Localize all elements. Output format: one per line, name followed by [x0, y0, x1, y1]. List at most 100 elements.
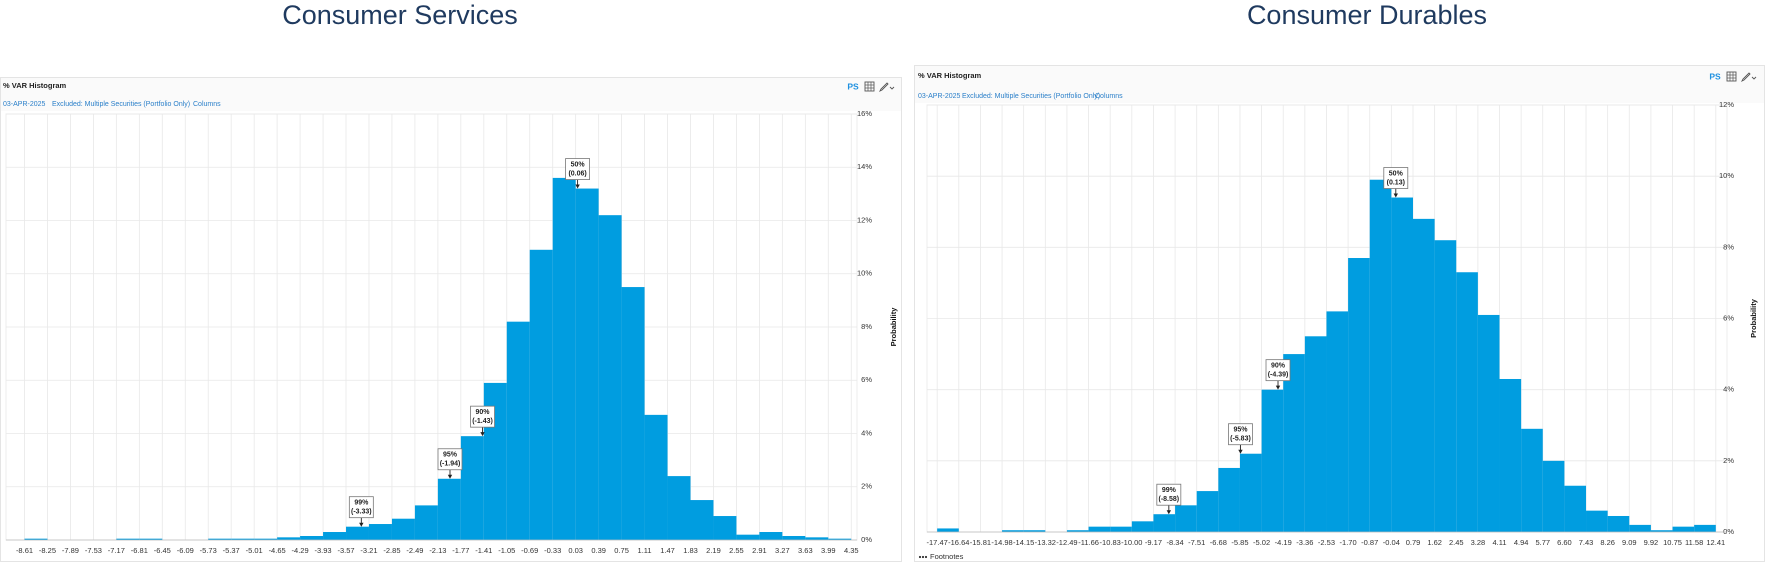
x-tick-label: -3.93 [314, 546, 331, 555]
bar [644, 414, 668, 540]
bar [828, 538, 852, 540]
annotation-label: 95% [1233, 427, 1248, 434]
x-tick-label: -0.69 [521, 546, 538, 555]
bar [1218, 467, 1240, 532]
x-tick-label: -1.05 [498, 546, 515, 555]
y-tick-label: 10% [1719, 171, 1734, 180]
x-tick-label: -1.77 [452, 546, 469, 555]
x-tick-label: -3.21 [360, 546, 377, 555]
x-tick-label: -4.19 [1275, 538, 1292, 547]
annotation-label: 90% [476, 409, 491, 416]
x-tick-label: -7.89 [62, 546, 79, 555]
x-tick-label: -10.83 [1100, 538, 1121, 547]
bar [1131, 521, 1154, 532]
x-tick-label: 3.28 [1471, 538, 1486, 547]
footnotes-toggle[interactable]: Footnotes [918, 552, 964, 561]
percentile-annotation: 95% (-5.83) [1228, 423, 1253, 454]
x-tick-label: -9.17 [1145, 538, 1162, 547]
icon-frame [864, 81, 875, 92]
bar [1477, 314, 1500, 532]
bar [575, 188, 599, 541]
bar [1261, 389, 1284, 532]
annotation-arrowhead [447, 474, 453, 479]
annotation-box [437, 448, 463, 471]
x-tick-label: -15.81 [970, 538, 991, 547]
annotation-arrowhead [1393, 193, 1398, 198]
filter-link[interactable]: Excluded: Multiple Securities (Portfolio… [52, 101, 190, 108]
table-icon[interactable] [1726, 71, 1737, 82]
y-tick-label: 6% [861, 375, 872, 384]
bar [1542, 460, 1565, 532]
edit-icon[interactable] [878, 82, 895, 93]
annotation-box [470, 405, 495, 428]
date-link[interactable]: 03-APR-2025 [918, 93, 961, 100]
y-tick-label: 0% [1723, 527, 1734, 536]
annotation-box [565, 158, 590, 180]
y-tick-label: 8% [1723, 242, 1734, 251]
panel-title: % VAR Histogram [918, 71, 982, 80]
bar [1521, 428, 1543, 532]
x-tick-label: 9.92 [1644, 538, 1659, 547]
bar [506, 321, 530, 540]
bar [231, 538, 255, 540]
pencil [1740, 72, 1751, 83]
x-tick-label: 3.63 [798, 546, 813, 555]
dot [921, 555, 925, 559]
x-tick-label: 11.58 [1685, 538, 1703, 547]
annotation-value: (-8.58) [1159, 496, 1180, 503]
bar [277, 537, 301, 540]
annotation-arrowhead [1166, 510, 1172, 515]
bar [1391, 197, 1413, 532]
bar [300, 536, 324, 540]
percentile-annotation: 90% (-1.43) [470, 405, 495, 437]
x-tick-label: -0.33 [544, 546, 561, 555]
bar [208, 538, 232, 540]
bar [1607, 515, 1630, 532]
y-tick-label: 14% [857, 162, 872, 171]
x-tick-label: 3.27 [775, 546, 790, 555]
x-tick-label: 1.47 [660, 546, 675, 555]
bar [323, 532, 347, 540]
percentile-annotation: 50% (0.13) [1383, 167, 1409, 198]
bar [1348, 258, 1370, 532]
annotation-value: (-1.43) [472, 418, 493, 425]
date-link[interactable]: 03-APR-2025 [3, 101, 46, 108]
bar [621, 287, 645, 540]
annotation-label: 95% [443, 452, 458, 459]
y-tick-label: 8% [861, 322, 872, 331]
x-tick-label: -7.17 [108, 546, 125, 555]
x-tick-label: -6.45 [154, 546, 171, 555]
x-tick-label: 0.75 [614, 546, 629, 555]
annotation-value: (-4.39) [1268, 372, 1289, 379]
bar [1672, 526, 1695, 532]
x-tick-label: 4.11 [1492, 538, 1506, 547]
dot [924, 555, 928, 559]
badge[interactable]: PS [847, 81, 859, 91]
x-tick-label: 2.55 [729, 546, 744, 555]
x-tick-label: 2.45 [1449, 538, 1464, 547]
annotation-box [1156, 483, 1182, 506]
x-tick-label: -14.98 [991, 538, 1012, 547]
x-tick-label: 1.62 [1427, 538, 1442, 547]
columns-link[interactable]: Columns [1095, 93, 1123, 100]
bar [1023, 530, 1046, 532]
x-tick-label: 7.43 [1579, 538, 1594, 547]
panel-header [1, 78, 901, 111]
bar [1283, 354, 1305, 532]
edit-icon[interactable] [1740, 72, 1757, 83]
badge[interactable]: PS [1709, 71, 1721, 81]
columns-link[interactable]: Columns [193, 101, 221, 108]
percentile-annotation: 99% (-3.33) [348, 496, 374, 527]
dot [918, 555, 922, 559]
x-tick-label: 9.09 [1622, 538, 1637, 547]
bar [1326, 311, 1349, 532]
x-tick-label: 1.83 [683, 546, 698, 555]
table-icon[interactable] [864, 81, 875, 92]
icon-frame [1726, 71, 1737, 82]
annotation-arrowhead [359, 522, 364, 527]
filter-link[interactable]: Excluded: Multiple Securities (Portfolio… [962, 93, 1100, 100]
x-tick-label: -3.57 [337, 546, 354, 555]
y-tick-label: 12% [1719, 100, 1734, 109]
bar [529, 249, 553, 540]
bar [552, 177, 576, 540]
